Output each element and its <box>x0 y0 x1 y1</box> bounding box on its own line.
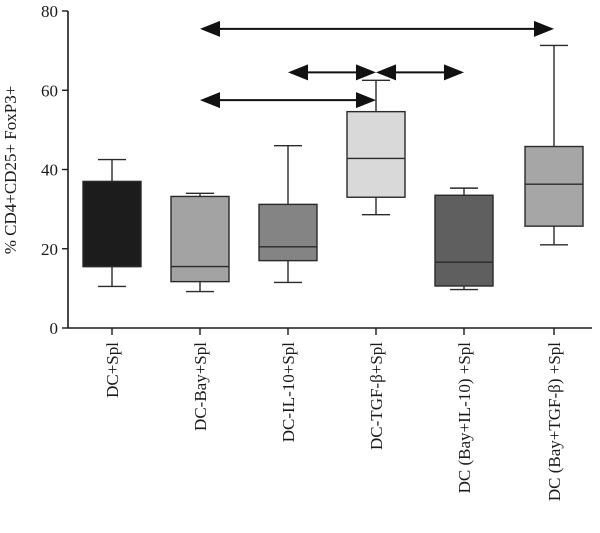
arrow-head-right <box>356 92 376 109</box>
arrow-head-left <box>200 20 220 37</box>
category-label: DC (Bay+TGF-β) +Spl <box>545 342 564 501</box>
box-iqr <box>524 145 584 227</box>
box-iqr <box>258 203 318 262</box>
comparison-arrows-group <box>200 20 554 109</box>
boxes-group <box>82 44 584 293</box>
box-6 <box>524 44 584 246</box>
arrow-head-right <box>534 20 554 37</box>
box-iqr <box>346 110 406 198</box>
box-iqr <box>82 180 142 268</box>
category-label: DC-IL-10+Spl <box>279 342 298 443</box>
y-tick-label: 0 <box>50 319 59 338</box>
category-label: DC (Bay+IL-10) +Spl <box>455 342 474 494</box>
category-labels-group: DC+Spl DC-Bay+Spl DC-IL-10+Spl DC-TGF-β+Spl… <box>103 342 564 501</box>
box-3 <box>258 145 318 284</box>
category-label: DC+Spl <box>103 342 122 398</box>
comparison-arrow <box>200 20 554 37</box>
axes: 0 20 40 60 80 <box>41 2 592 338</box>
box-iqr <box>434 194 494 287</box>
box-5 <box>434 187 494 291</box>
box-2 <box>170 192 230 293</box>
comparison-arrow <box>200 92 376 109</box>
comparison-arrow <box>376 64 464 81</box>
arrow-head-right <box>444 64 464 81</box>
y-tick-label: 20 <box>41 240 58 259</box>
box-1 <box>82 158 142 288</box>
arrow-head-left <box>288 64 308 81</box>
y-tick-label: 40 <box>41 161 58 180</box>
category-label: DC-Bay+Spl <box>191 342 210 431</box>
category-label: DC-TGF-β+Spl <box>367 342 386 450</box>
arrow-head-right <box>356 64 376 81</box>
box-4 <box>346 79 406 216</box>
comparison-arrow <box>288 64 376 81</box>
box-iqr <box>170 195 230 283</box>
y-tick-label: 60 <box>41 81 58 100</box>
arrow-head-left <box>376 64 396 81</box>
y-axis-title: % CD4+CD25+ FoxP3+ <box>1 86 20 255</box>
y-tick-label: 80 <box>41 2 58 21</box>
arrow-head-left <box>200 92 220 109</box>
